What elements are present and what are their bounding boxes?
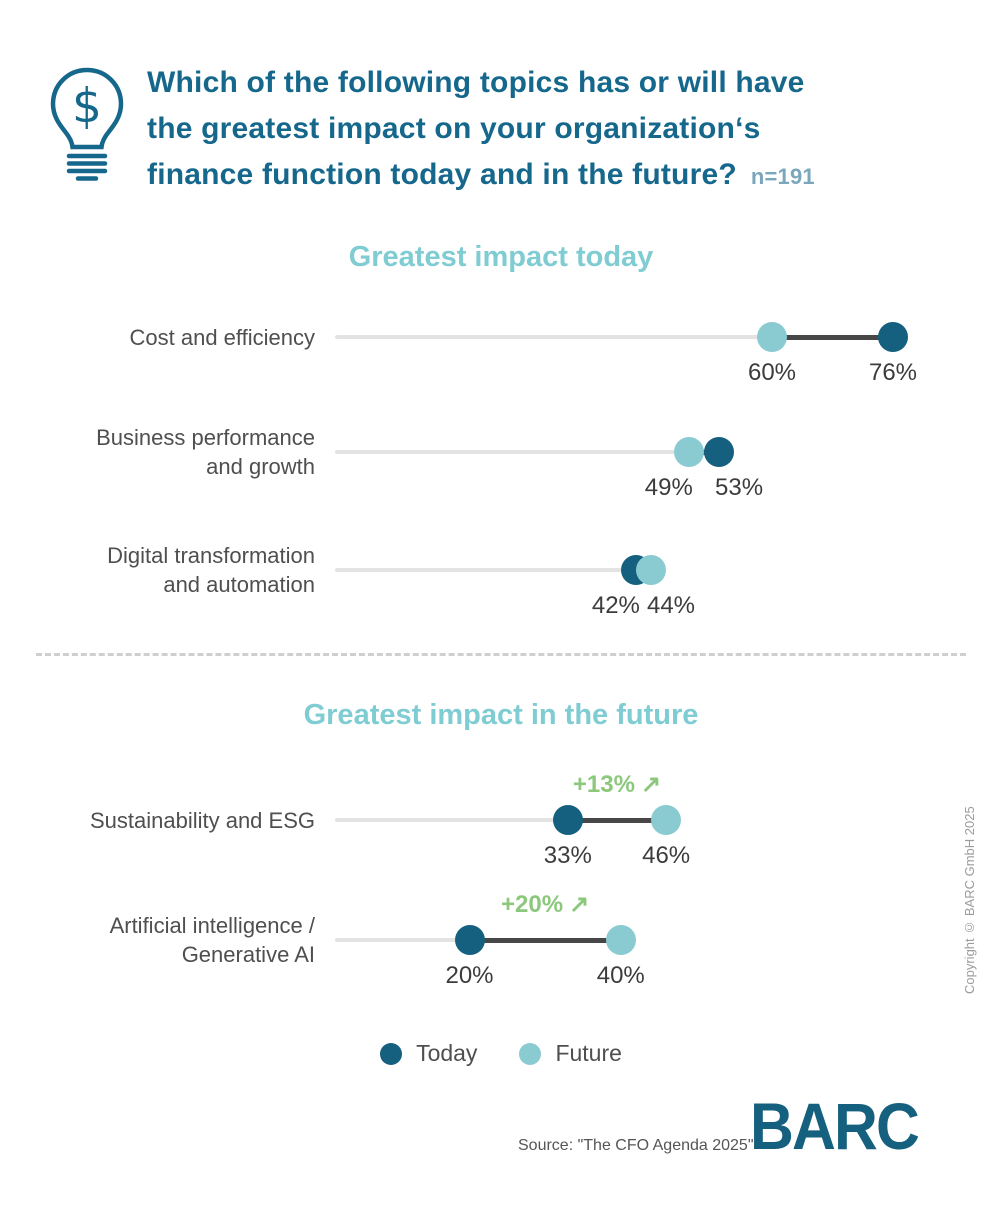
connector-line — [567, 817, 667, 823]
section-divider — [36, 653, 966, 656]
connector-line — [688, 449, 720, 455]
value-label-today: 76% — [868, 359, 918, 386]
connector-line — [772, 334, 893, 340]
value-label-today: 42% — [591, 592, 640, 619]
legend-label-today: Today — [416, 1040, 478, 1066]
value-label-future: 40% — [596, 962, 645, 989]
title-line-1: Which of the following topics has or wil… — [147, 66, 805, 99]
future-dot — [757, 322, 787, 352]
page-title: Which of the following topics has or wil… — [147, 60, 947, 200]
value-label-today: 33% — [543, 842, 592, 869]
section-title-future: Greatest impact in the future — [303, 699, 699, 731]
increase-arrow-icon: ↗ — [569, 891, 590, 918]
future-dot — [605, 925, 636, 955]
today-dot-icon — [380, 1042, 403, 1065]
copyright-note: Copyright © BARC GmbH 2025 — [962, 806, 977, 994]
track-line — [335, 938, 470, 942]
delta-annotation: +13% ↗ — [572, 771, 662, 798]
today-dot — [878, 322, 908, 352]
track-line — [335, 568, 636, 572]
future-dot — [673, 437, 704, 467]
title-line-2: the greatest impact on your organization… — [147, 112, 761, 145]
today-dot — [704, 437, 735, 467]
row-label: Cost and efficiency — [129, 324, 315, 350]
delta-annotation: +20% ↗ — [501, 891, 590, 918]
barc-logo: BARC — [750, 1089, 920, 1163]
lightbulb-dollar-icon: $ — [50, 67, 124, 181]
value-label-today: 53% — [715, 474, 764, 501]
svg-text:$: $ — [72, 79, 102, 134]
track-line — [335, 335, 772, 339]
value-label-future: 44% — [646, 592, 696, 619]
track-line — [335, 818, 568, 822]
legend-item-future: Future — [519, 1040, 622, 1067]
row-label: Business performance and growth — [96, 425, 315, 479]
increase-arrow-icon: ↗ — [640, 771, 662, 798]
legend-label-future: Future — [555, 1040, 622, 1066]
connector-line — [469, 937, 621, 943]
chart-legend: Today Future — [0, 1040, 1002, 1067]
future-dot-icon — [519, 1042, 542, 1065]
today-dot — [552, 805, 583, 835]
value-label-future: 49% — [644, 474, 693, 501]
track-line — [335, 450, 689, 454]
value-label-future: 46% — [642, 842, 691, 869]
title-line-3: finance function today and in the future… — [147, 158, 815, 191]
value-label-today: 20% — [445, 962, 494, 989]
row-label: Digital transformation and automation — [107, 543, 315, 597]
row-label: Sustainability and ESG — [89, 807, 315, 833]
section-title-today: Greatest impact today — [348, 241, 654, 273]
value-label-future: 60% — [747, 359, 797, 386]
future-dot — [636, 555, 666, 585]
sample-size-label: n=191 — [750, 164, 815, 189]
legend-item-today: Today — [380, 1040, 477, 1067]
future-dot — [651, 805, 682, 835]
today-dot — [454, 925, 485, 955]
source-note: Source: "The CFO Agenda 2025" — [518, 1137, 754, 1154]
row-label: Artificial intelligence / Generative AI — [109, 913, 315, 967]
